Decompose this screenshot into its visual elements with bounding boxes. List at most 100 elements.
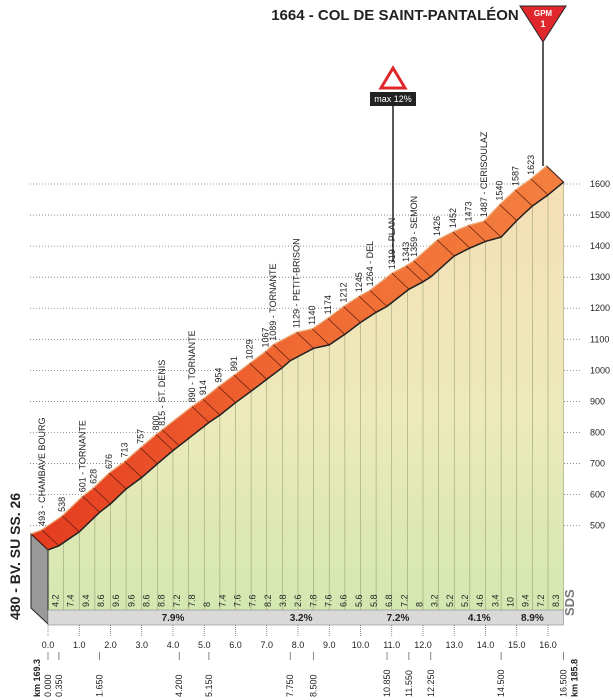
- average-gradient: 4.1%: [468, 613, 491, 624]
- warning-sign: [378, 65, 408, 90]
- point-label: 601 - TORNANTE: [78, 420, 88, 492]
- point-tick: [124, 461, 142, 478]
- point-label: 1174: [323, 295, 333, 314]
- point-label: 1089 - TORNANTE: [268, 264, 278, 341]
- y-tick-label: 800: [590, 427, 605, 437]
- km-marker-label: 10.850: [382, 669, 392, 697]
- x-tick-label: 11.0: [383, 640, 400, 650]
- point-tick: [249, 363, 267, 380]
- gradient-label: 6.8: [384, 594, 394, 607]
- x-tick-label: 0.0: [42, 640, 55, 650]
- point-label: 954: [213, 368, 223, 383]
- average-gradient: 8.9%: [521, 613, 544, 624]
- point-label: 1319 - PLAN: [387, 218, 397, 270]
- point-tick: [108, 472, 127, 490]
- y-tick-label: 600: [590, 490, 605, 500]
- start-label: 480 - BV. SU SS. 26: [7, 493, 23, 620]
- point-tick: [413, 260, 432, 278]
- point-label: 538: [57, 497, 67, 512]
- gradient-label: 7.8: [187, 594, 197, 607]
- point-label: 914: [198, 380, 208, 395]
- y-tick-label: 1300: [590, 272, 610, 282]
- point-label: 493 - CHAMBAVE BOURG: [37, 417, 47, 525]
- point-tick: [358, 296, 377, 313]
- x-tick-label: 3.0: [135, 640, 148, 650]
- y-tick-label: 1500: [590, 210, 610, 220]
- km-marker-label: 14.500: [496, 669, 506, 697]
- point-label: 628: [88, 469, 98, 484]
- point-tick: [265, 351, 283, 368]
- profile-face: [48, 182, 564, 610]
- average-gradient: 7.2%: [387, 613, 410, 624]
- x-tick-label: 5.0: [198, 640, 211, 650]
- y-tick-label: 900: [590, 396, 605, 406]
- x-tick-label: 15.0: [508, 640, 526, 650]
- x-tick-label: 1.0: [73, 640, 86, 650]
- x-tick-label: 4.0: [167, 640, 180, 650]
- gradient-label: 7.6: [324, 594, 334, 607]
- y-tick-label: 500: [590, 521, 605, 531]
- km-start: km 169.3: [32, 659, 42, 697]
- gradient-label: 5.2: [445, 594, 455, 607]
- y-tick-label: 1100: [590, 334, 609, 344]
- gpm-rank: 1: [540, 19, 545, 29]
- gradient-label: 7.4: [217, 594, 227, 607]
- km-end: km 185.8: [570, 659, 580, 697]
- average-band: [47, 609, 564, 626]
- point-tick: [369, 290, 388, 307]
- point-label: 1540: [495, 181, 505, 201]
- km-marker-label: 4.200: [174, 674, 184, 697]
- km-marker-label: 5.150: [204, 674, 214, 697]
- point-label: 1359 - SEMON: [409, 196, 419, 257]
- point-tick: [140, 447, 158, 465]
- average-gradient: 3.2%: [290, 613, 313, 624]
- point-label: 815 - ST. DENIS: [157, 360, 167, 426]
- gpm-text: GPM: [534, 9, 553, 18]
- gradient-label: 3.8: [278, 594, 288, 607]
- point-tick: [391, 273, 410, 290]
- point-tick: [499, 204, 517, 221]
- gradient-label: 8.8: [157, 594, 167, 607]
- point-tick: [272, 344, 291, 361]
- x-tick-label: 8.0: [292, 640, 305, 650]
- gradient-label: 7.6: [233, 594, 243, 607]
- point-label: 890 - TORNANTE: [187, 330, 197, 402]
- point-label: 991: [229, 356, 239, 371]
- max-grade-box: [370, 92, 416, 106]
- gradient-label: 7.6: [248, 594, 258, 607]
- gradient-label: 7.2: [172, 594, 182, 607]
- gradient-label: 5.2: [460, 594, 470, 607]
- y-tick-label: 1400: [590, 241, 610, 251]
- km-marker-label: 11.550: [404, 670, 414, 697]
- point-label: 1212: [338, 282, 348, 302]
- point-tick: [191, 406, 210, 423]
- point-label: 676: [104, 454, 114, 469]
- gradient-label: 8.2: [263, 594, 273, 607]
- gradient-label: 9.4: [521, 594, 531, 607]
- point-label: 1487 - CERISOULAZ: [479, 131, 489, 217]
- gradient-label: 9.6: [126, 594, 136, 607]
- point-label: 1140: [307, 306, 317, 325]
- point-label: 1426: [432, 216, 442, 236]
- profile-line: [47, 181, 565, 551]
- chart-title: 1664 - COL DE SAINT-PANTALÉON: [271, 7, 519, 24]
- point-tick: [41, 529, 60, 547]
- point-tick: [218, 386, 236, 403]
- gradient-label: 9.6: [111, 594, 121, 607]
- point-tick: [515, 189, 533, 207]
- y-tick-label: 1200: [590, 303, 610, 313]
- gradient-label: 4.6: [475, 594, 485, 607]
- x-tick-label: 13.0: [445, 640, 463, 650]
- profile-ridge: [30, 165, 547, 535]
- point-label: 1245: [354, 272, 364, 292]
- point-tick: [202, 398, 221, 416]
- km-marker-label: 1.650: [95, 674, 105, 697]
- y-tick-label: 700: [590, 459, 605, 469]
- gradient-label: 8: [415, 602, 425, 607]
- profile: [30, 165, 565, 626]
- point-label: 1473: [463, 201, 473, 221]
- point-tick: [452, 231, 471, 249]
- km-marker-label: 8.500: [309, 674, 319, 697]
- logo: SDS: [562, 589, 577, 616]
- point-tick: [530, 178, 549, 196]
